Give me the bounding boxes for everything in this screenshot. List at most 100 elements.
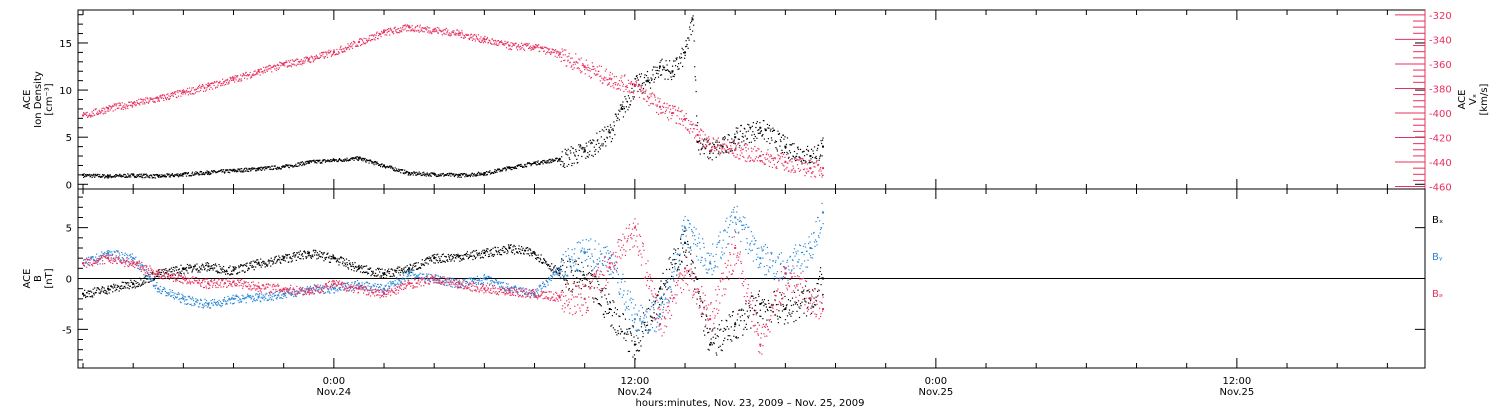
data-point: [317, 254, 319, 256]
data-point: [513, 44, 516, 46]
data-point: [601, 129, 603, 131]
data-point: [273, 64, 275, 66]
data-point: [761, 161, 763, 163]
data-point: [755, 312, 757, 314]
data-point: [253, 70, 255, 73]
data-point: [592, 139, 594, 141]
data-point: [710, 150, 712, 152]
data-point: [238, 168, 240, 170]
data-point: [725, 144, 727, 146]
data-point: [810, 312, 813, 314]
data-point: [139, 263, 141, 265]
data-point: [569, 61, 571, 63]
data-point: [246, 262, 248, 264]
data-point: [676, 115, 678, 117]
data-point: [548, 158, 550, 161]
data-point: [717, 137, 719, 139]
data-point: [814, 304, 817, 306]
data-point: [384, 272, 386, 274]
data-point: [634, 78, 637, 80]
data-point: [763, 120, 765, 122]
data-point: [397, 267, 399, 270]
data-point: [388, 30, 390, 32]
data-point: [181, 296, 184, 298]
data-point: [635, 343, 637, 345]
data-point: [594, 153, 596, 155]
data-point: [219, 268, 222, 270]
data-point: [818, 276, 821, 278]
data-point: [229, 76, 231, 79]
data-point: [407, 30, 409, 32]
data-point: [218, 263, 220, 266]
data-point: [328, 257, 330, 259]
data-point: [699, 134, 701, 136]
data-point: [478, 173, 481, 175]
data-point: [84, 289, 86, 291]
data-point: [805, 315, 808, 317]
data-point: [254, 70, 256, 72]
data-point: [248, 267, 250, 269]
data-point: [787, 157, 790, 159]
data-point: [797, 148, 800, 150]
data-point: [412, 264, 414, 266]
data-point: [521, 46, 523, 49]
data-point: [107, 250, 109, 252]
data-point: [284, 166, 286, 168]
data-point: [191, 296, 194, 298]
data-point: [450, 34, 452, 36]
data-point: [285, 60, 287, 62]
data-point: [566, 149, 568, 152]
data-point: [92, 112, 94, 114]
data-point: [334, 257, 337, 259]
data-point: [742, 136, 744, 138]
data-point: [290, 257, 292, 259]
data-point: [377, 274, 379, 276]
data-point: [120, 285, 122, 287]
data-point: [497, 246, 499, 249]
data-point: [85, 174, 87, 177]
data-point: [307, 160, 310, 163]
data-point: [259, 167, 261, 169]
data-point: [236, 76, 238, 78]
data-point: [115, 257, 117, 259]
data-point: [606, 312, 608, 315]
data-point: [469, 175, 472, 178]
data-point: [416, 268, 418, 271]
data-point: [546, 162, 548, 164]
data-point: [411, 30, 413, 32]
data-point: [593, 73, 595, 75]
data-point: [744, 160, 746, 162]
data-point: [631, 83, 634, 85]
data-point: [448, 174, 450, 177]
data-point: [179, 301, 182, 303]
data-point: [817, 278, 820, 281]
data-point: [513, 167, 515, 170]
data-point: [189, 267, 192, 269]
data-point: [110, 285, 112, 287]
data-point: [556, 52, 558, 54]
data-point: [684, 54, 686, 56]
data-point: [588, 69, 590, 72]
data-point: [739, 154, 741, 156]
data-point: [409, 269, 411, 271]
data-point: [177, 95, 180, 97]
data-point: [207, 171, 210, 174]
data-point: [279, 261, 281, 263]
data-point: [151, 277, 153, 279]
data-point: [322, 253, 324, 256]
data-point: [645, 89, 647, 91]
data-point: [119, 102, 121, 104]
data-point: [104, 289, 106, 291]
data-point: [625, 106, 628, 108]
data-point: [607, 303, 609, 305]
data-point: [194, 174, 196, 176]
data-point: [683, 115, 685, 117]
data-point: [475, 249, 478, 252]
data-point: [627, 333, 629, 335]
data-point: [306, 256, 308, 258]
data-point: [134, 285, 136, 287]
data-point: [159, 95, 161, 97]
data-point: [313, 254, 315, 256]
data-point: [498, 252, 501, 254]
data-point: [357, 265, 360, 268]
